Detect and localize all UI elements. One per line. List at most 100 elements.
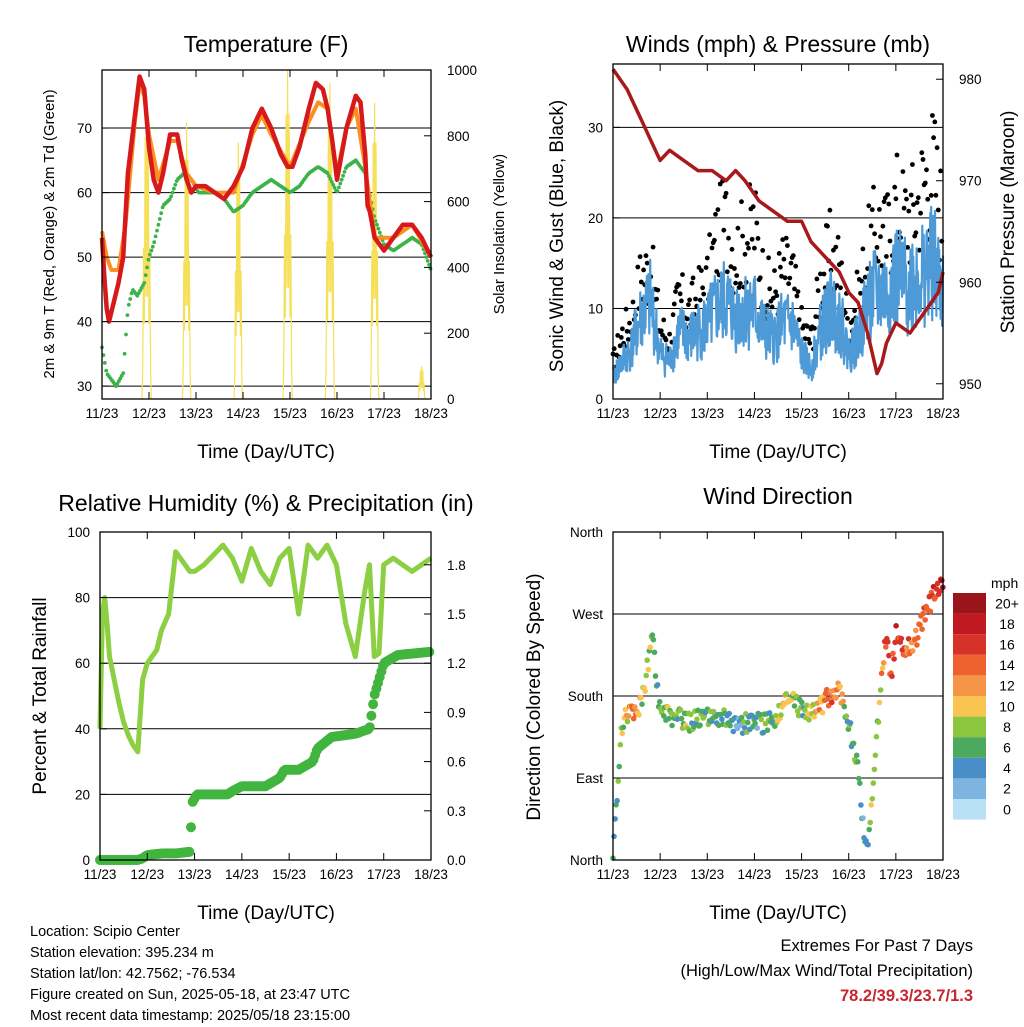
y2-tick-label: 0.6: [447, 755, 466, 770]
gust-point: [918, 210, 923, 216]
direction-point: [669, 722, 675, 729]
gust-point: [750, 204, 756, 210]
direction-point: [638, 695, 644, 701]
dewpoint-point: [122, 351, 127, 356]
y2-tick-label: 600: [447, 195, 470, 210]
direction-point: [858, 802, 864, 808]
gust-point: [872, 231, 877, 237]
dewpoint-point: [427, 262, 431, 267]
legend-label: 12: [999, 678, 1015, 694]
gust-point: [787, 275, 793, 281]
direction-point: [639, 701, 645, 707]
dewpoint-point: [377, 230, 382, 235]
direction-point: [688, 711, 694, 718]
dewpoint-point: [128, 297, 133, 301]
gust-point: [697, 297, 703, 303]
y2-tick-label: 200: [447, 326, 470, 341]
dewpoint-point: [328, 177, 333, 181]
gust-point: [740, 233, 745, 239]
gust-point: [739, 199, 744, 205]
gust-point: [661, 317, 667, 323]
gust-point: [726, 235, 731, 241]
direction-point: [788, 697, 795, 703]
gust-point: [859, 278, 865, 284]
gust-point: [913, 230, 919, 236]
gust-point: [879, 263, 885, 269]
x-tick-label: 15/23: [272, 867, 306, 882]
dewpoint-point: [152, 240, 157, 245]
y-tick-label: 70: [77, 121, 92, 136]
direction-point: [850, 740, 857, 747]
x-tick-label: 13/23: [690, 867, 724, 882]
gust-point: [767, 286, 773, 292]
gust-point: [635, 264, 641, 270]
direction-point: [649, 632, 656, 638]
dewpoint-point: [331, 182, 336, 187]
rh-line: [97, 542, 433, 755]
direction-panel: Wind Direction 11/23 12/23 13/23 14/23 15/23…: [524, 483, 1019, 924]
direction-point: [645, 666, 652, 673]
gust-point: [736, 285, 742, 290]
x-tick-label: 14/23: [738, 406, 772, 421]
direction-point: [754, 725, 760, 731]
gust-point: [733, 280, 738, 286]
gust-point: [886, 201, 892, 207]
y-tick-label: North: [570, 525, 603, 540]
direction-point: [757, 711, 764, 718]
gust-point: [778, 264, 783, 270]
legend-swatch: [953, 593, 986, 614]
humidity-plot-frame: [99, 531, 432, 861]
latest-timestamp: Most recent data timestamp: 2025/05/18 2…: [30, 1008, 351, 1024]
direction-point: [654, 682, 661, 688]
precip-point: [184, 846, 195, 857]
direction-point: [839, 691, 845, 697]
legend-swatch: [953, 634, 986, 655]
gust-point: [900, 169, 906, 175]
gust-point: [643, 253, 649, 259]
gust-point: [924, 167, 929, 173]
gust-point: [852, 308, 857, 314]
legend-label: 6: [1003, 740, 1011, 756]
direction-point: [903, 645, 910, 651]
solar-trace: [181, 122, 192, 400]
pressure-y-label: Station Pressure (Maroon): [998, 111, 1019, 334]
direction-point: [905, 636, 912, 642]
dewpoint-point: [169, 194, 174, 199]
legend-title: mph: [991, 575, 1018, 591]
direction-point: [741, 725, 748, 731]
direction-point: [890, 650, 896, 657]
legend-swatch: [953, 696, 986, 717]
gust-point: [624, 328, 630, 334]
direction-point: [920, 610, 926, 617]
direction-point: [939, 577, 945, 584]
legend-swatch: [953, 654, 986, 676]
direction-point: [614, 797, 620, 804]
dewpoint-point: [376, 226, 381, 231]
y-tick-label: 10: [588, 301, 603, 316]
direction-point: [877, 687, 884, 693]
direction-point: [811, 714, 817, 720]
y-tick-label: 80: [75, 591, 90, 606]
legend-label: 20+: [995, 595, 1019, 611]
x-tick-label: 12/23: [130, 867, 164, 882]
gust-point: [746, 245, 751, 251]
gust-point: [644, 260, 650, 266]
gust-point: [930, 113, 935, 118]
gust-point: [630, 299, 636, 305]
direction-point: [719, 716, 725, 723]
gust-point: [814, 276, 820, 282]
gust-point: [938, 168, 943, 174]
direction-point: [878, 670, 885, 677]
gust-point: [693, 296, 698, 302]
gust-point: [658, 328, 664, 334]
direction-point: [867, 819, 873, 826]
solar-trace: [233, 142, 244, 400]
y2-tick-label: 1.2: [447, 656, 466, 671]
gust-point: [877, 207, 882, 212]
gust-point: [713, 211, 718, 217]
gust-point: [794, 293, 800, 299]
legend-swatch: [953, 757, 986, 779]
x-tick-label: 17/23: [367, 406, 401, 421]
dewpoint-point: [143, 273, 148, 277]
gust-point: [871, 184, 876, 190]
